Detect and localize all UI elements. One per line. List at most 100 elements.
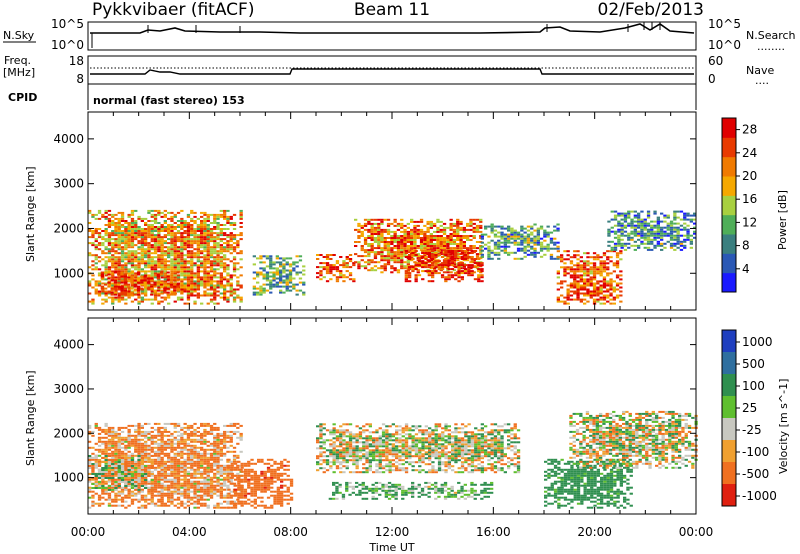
echo-cell [419, 243, 424, 245]
echo-cell [229, 232, 233, 235]
echo-cell [186, 294, 191, 297]
echo-cell [190, 209, 194, 212]
echo-cell [380, 222, 384, 225]
echo-cell [159, 281, 164, 284]
echo-cell [200, 482, 204, 485]
echo-cell [490, 251, 494, 254]
echo-cell [556, 300, 560, 303]
echo-cell [144, 228, 148, 230]
echo-cell [114, 262, 118, 265]
echo-cell [117, 266, 121, 269]
echo-cell [127, 478, 131, 481]
echo-cell [633, 228, 637, 231]
echo-cell [229, 284, 233, 287]
echo-cell [259, 273, 263, 276]
echo-cell [160, 450, 164, 453]
echo-cell [140, 281, 144, 284]
echo-cell [157, 244, 161, 247]
echo-cell [163, 222, 167, 224]
echo-cell [97, 450, 102, 453]
colorbar-tick-label: 24 [742, 146, 757, 160]
echo-cell [193, 284, 197, 287]
echo-cell [176, 470, 181, 473]
echo-cell [650, 228, 654, 231]
echo-cell [203, 222, 207, 224]
echo-cell [400, 224, 404, 227]
echo-cell [569, 276, 574, 279]
echo-cell [190, 484, 194, 487]
echo-cell [196, 456, 200, 459]
echo-cell [236, 240, 240, 243]
echo-cell [163, 215, 167, 218]
echo-cell [134, 250, 138, 253]
echo-cell [111, 246, 115, 249]
echo-cell [403, 239, 407, 241]
echo-cell [120, 442, 125, 445]
echo-cell [190, 466, 194, 469]
echo-cell [612, 290, 616, 293]
echo-cell [576, 274, 580, 277]
echo-cell [94, 230, 98, 232]
echo-cell [298, 255, 303, 258]
echo-cell [322, 268, 326, 271]
echo-cell [127, 213, 131, 216]
echo-cell [206, 240, 210, 243]
echo-cell [536, 251, 540, 254]
echo-cell [176, 466, 181, 469]
echo-cell [516, 231, 521, 234]
echo-cell [459, 226, 463, 229]
echo-cell [140, 452, 144, 455]
echo-cell [206, 462, 210, 465]
echo-cell [167, 446, 171, 449]
echo-cell [536, 227, 540, 230]
echo-cell [209, 492, 214, 495]
echo-cell [348, 278, 353, 281]
echo-cell [609, 288, 613, 291]
echo-cell [223, 276, 227, 279]
echo-cell [373, 241, 378, 243]
echo-cell [530, 241, 534, 244]
echo-cell [94, 478, 98, 481]
echo-cell [669, 224, 674, 227]
echo-cell [196, 284, 200, 287]
echo-cell [173, 250, 177, 253]
echo-cell [170, 462, 174, 465]
echo-cell [153, 468, 158, 471]
colorbar-tick-label: 16 [742, 192, 757, 206]
echo-cell [176, 492, 181, 495]
echo-cell [147, 252, 151, 255]
echo-cell [285, 279, 289, 282]
echo-cell [316, 266, 320, 269]
echo-cell [196, 242, 200, 245]
echo-cell [183, 258, 187, 261]
echo-cell [173, 478, 177, 481]
echo-cell [429, 241, 433, 243]
echo-cell [383, 247, 387, 250]
echo-cell [592, 272, 597, 275]
echo-cell [275, 271, 279, 274]
echo-cell [88, 460, 92, 463]
echo-cell [137, 217, 141, 220]
echo-cell [370, 226, 374, 229]
echo-cell [157, 442, 161, 445]
echo-cell [123, 293, 127, 296]
echo-cell [120, 220, 125, 222]
echo-cell [650, 238, 654, 241]
echo-cell [190, 460, 194, 463]
echo-cell [173, 446, 177, 449]
echo-cell [620, 212, 624, 215]
echo-cell [111, 504, 115, 507]
echo-cell [124, 440, 128, 443]
echo-cell [140, 300, 144, 303]
echo-cell [452, 261, 457, 264]
echo-cell [446, 257, 450, 260]
echo-cell [226, 209, 230, 212]
echo-cell [170, 492, 174, 495]
echo-cell [134, 252, 138, 255]
echo-cell [183, 224, 187, 226]
echo-cell [223, 500, 227, 503]
echo-cell [472, 230, 476, 233]
echo-cell [427, 266, 431, 269]
echo-cell [216, 490, 220, 493]
echo-cell [437, 250, 441, 252]
